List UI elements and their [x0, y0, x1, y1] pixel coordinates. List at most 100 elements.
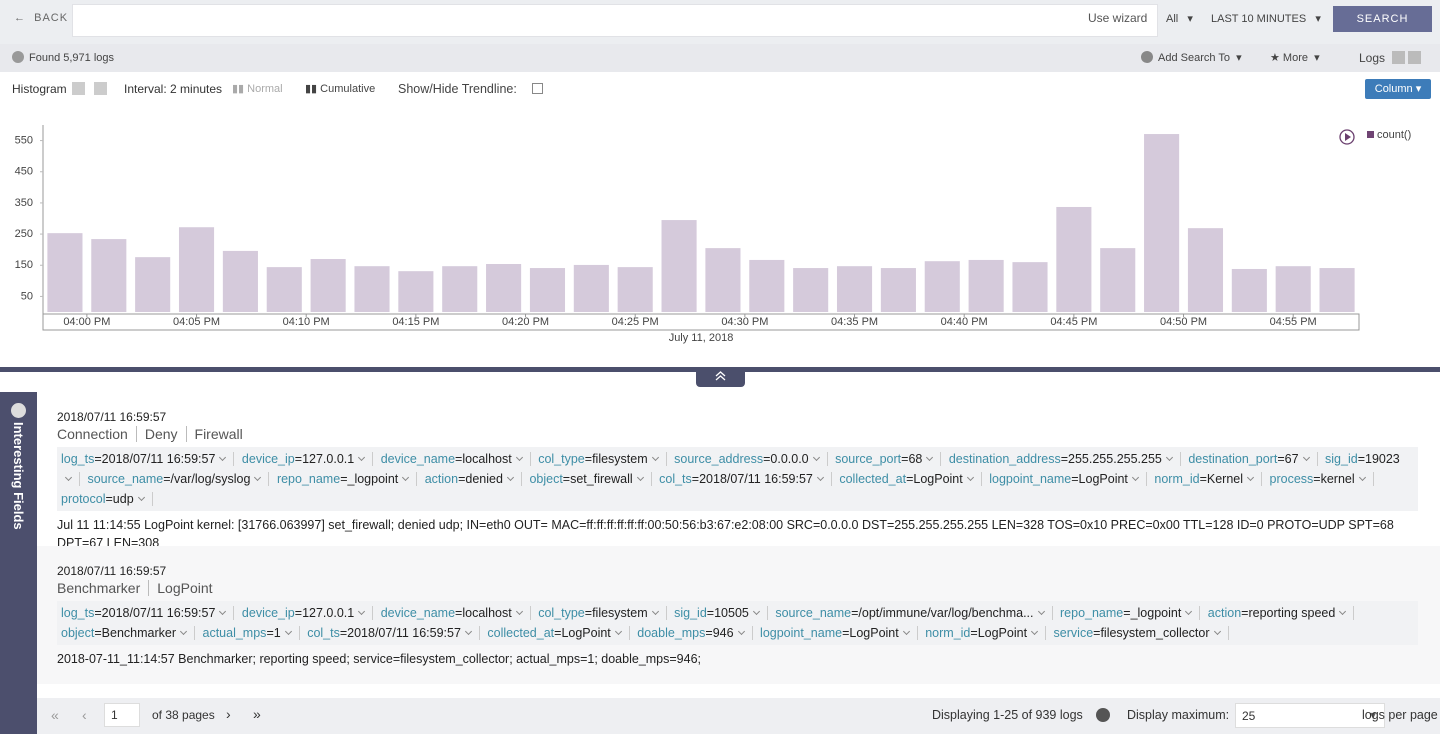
logs-view[interactable]: Logs — [1359, 51, 1422, 65]
field-menu-caret[interactable] — [1339, 607, 1347, 616]
log-field[interactable]: source_name=/opt/immune/var/log/benchma.… — [775, 606, 1053, 620]
log-field[interactable]: protocol=udp — [61, 492, 153, 506]
field-menu-caret[interactable] — [651, 453, 659, 462]
field-menu-caret[interactable] — [1031, 627, 1039, 636]
more-menu[interactable]: ★ More ▾ — [1270, 52, 1320, 64]
log-tag[interactable]: LogPoint — [148, 580, 221, 596]
back-button[interactable]: ← BACK — [14, 12, 69, 24]
log-field[interactable]: repo_name=_logpoint — [1060, 606, 1201, 620]
field-key: source_name — [775, 606, 852, 620]
prev-page[interactable]: ‹ — [82, 707, 87, 723]
log-field[interactable]: action=denied — [424, 472, 522, 486]
field-menu-caret[interactable] — [1165, 453, 1173, 462]
trendline[interactable]: Show/Hide Trendline: — [398, 82, 544, 96]
log-field[interactable]: norm_id=Kernel — [1154, 472, 1263, 486]
log-field[interactable]: col_type=filesystem — [538, 452, 667, 466]
log-field[interactable]: col_ts=2018/07/11 16:59:57 — [307, 626, 480, 640]
log-field[interactable]: source_port=68 — [835, 452, 942, 466]
first-page[interactable]: « — [51, 707, 59, 723]
log-field[interactable]: sig_id=19023 — [61, 452, 1400, 486]
log-field[interactable]: object=Benchmarker — [61, 626, 196, 640]
interesting-fields-panel[interactable]: Interesting Fields — [0, 392, 37, 734]
log-field[interactable]: source_address=0.0.0.0 — [674, 452, 828, 466]
log-field[interactable]: process=kernel — [1269, 472, 1374, 486]
field-menu-caret[interactable] — [137, 493, 145, 502]
field-menu-caret[interactable] — [402, 473, 410, 482]
log-field[interactable]: action=reporting speed — [1207, 606, 1355, 620]
search-button[interactable]: SEARCH — [1333, 6, 1432, 32]
add-search[interactable]: Add Search To ▾ — [1141, 51, 1242, 64]
log-field[interactable]: repo_name=_logpoint — [276, 472, 418, 486]
field-menu-caret[interactable] — [219, 453, 227, 462]
field-menu-caret[interactable] — [1246, 473, 1255, 482]
log-field[interactable]: col_type=filesystem — [538, 606, 667, 620]
field-menu-caret[interactable] — [926, 453, 934, 462]
log-field[interactable]: device_name=localhost — [380, 452, 531, 466]
field-menu-caret[interactable] — [1358, 473, 1366, 482]
log-field[interactable]: collected_at=LogPoint — [487, 626, 630, 640]
field-menu-caret[interactable] — [515, 453, 523, 462]
log-field[interactable]: log_ts=2018/07/11 16:59:57 — [61, 452, 235, 466]
log-tag[interactable]: Deny — [135, 426, 186, 442]
column-button[interactable]: Column ▾ — [1365, 79, 1431, 99]
field-menu-caret[interactable] — [737, 627, 745, 636]
field-menu-caret[interactable] — [284, 627, 292, 636]
time-range[interactable]: LAST 10 MINUTES ▾ — [1211, 13, 1321, 25]
log-field[interactable]: doable_mps=946 — [637, 626, 753, 640]
log-field[interactable]: logpoint_name=LogPoint — [760, 626, 918, 640]
field-menu-caret[interactable] — [358, 607, 366, 616]
field-menu-caret[interactable] — [614, 627, 622, 636]
cumulative-mode[interactable]: ▮▮ Cumulative — [305, 83, 376, 95]
log-field[interactable]: source_name=/var/log/syslog — [87, 472, 270, 486]
log-field[interactable]: destination_port=67 — [1188, 452, 1318, 466]
log-field[interactable]: sig_id=10505 — [674, 606, 768, 620]
log-tag[interactable]: Firewall — [185, 426, 251, 442]
field-menu-caret[interactable] — [1185, 607, 1193, 616]
log-field[interactable]: col_ts=2018/07/11 16:59:57 — [659, 472, 832, 486]
field-menu-caret[interactable] — [812, 453, 820, 462]
scope-select[interactable]: All ▾ — [1166, 13, 1193, 25]
field-menu-caret[interactable] — [1037, 607, 1045, 616]
page-input[interactable]: 1 — [104, 703, 140, 727]
log-field[interactable]: log_ts=2018/07/11 16:59:57 — [61, 606, 235, 620]
log-field[interactable]: device_ip=127.0.0.1 — [241, 606, 374, 620]
field-menu-caret[interactable] — [752, 607, 760, 616]
search-input[interactable] — [72, 4, 1158, 37]
field-menu-caret[interactable] — [1131, 473, 1139, 482]
log-field[interactable]: actual_mps=1 — [202, 626, 300, 640]
normal-mode[interactable]: ▮▮ Normal — [232, 83, 283, 95]
interval[interactable]: Interval: 2 minutes — [124, 82, 223, 96]
log-field[interactable]: destination_address=255.255.255.255 — [948, 452, 1181, 466]
log-field[interactable]: object=set_firewall — [529, 472, 652, 486]
field-menu-caret[interactable] — [515, 607, 523, 616]
field-menu-caret[interactable] — [1213, 627, 1221, 636]
last-page[interactable]: » — [253, 706, 261, 722]
histogram-toggle[interactable] — [72, 82, 108, 98]
field-separator: = — [1071, 472, 1079, 486]
log-field[interactable]: norm_id=LogPoint — [925, 626, 1047, 640]
use-wizard[interactable]: Use wizard — [1088, 11, 1148, 25]
log-field[interactable]: device_name=localhost — [380, 606, 531, 620]
log-tag[interactable]: Connection — [57, 426, 128, 442]
field-menu-caret[interactable] — [1302, 453, 1310, 462]
field-menu-caret[interactable] — [902, 627, 910, 636]
field-menu-caret[interactable] — [506, 473, 514, 482]
log-field[interactable]: collected_at=LogPoint — [839, 472, 982, 486]
collapse-handle[interactable] — [696, 367, 745, 387]
field-menu-caret[interactable] — [254, 473, 262, 482]
log-field[interactable]: device_ip=127.0.0.1 — [241, 452, 374, 466]
field-menu-caret[interactable] — [966, 473, 974, 482]
field-menu-caret[interactable] — [179, 627, 188, 636]
field-menu-caret[interactable] — [464, 627, 472, 636]
log-tag[interactable]: Benchmarker — [57, 580, 141, 596]
log-field[interactable]: service=filesystem_collector — [1053, 626, 1229, 640]
next-page[interactable]: › — [226, 706, 231, 722]
field-menu-caret[interactable] — [636, 473, 644, 482]
field-menu-caret[interactable] — [816, 473, 824, 482]
field-menu-caret[interactable] — [64, 473, 73, 482]
log-field[interactable]: logpoint_name=LogPoint — [989, 472, 1147, 486]
field-menu-caret[interactable] — [651, 607, 659, 616]
field-menu-caret[interactable] — [219, 607, 227, 616]
maximum-select[interactable]: 25 ▾ — [1235, 703, 1385, 728]
field-menu-caret[interactable] — [358, 453, 366, 462]
